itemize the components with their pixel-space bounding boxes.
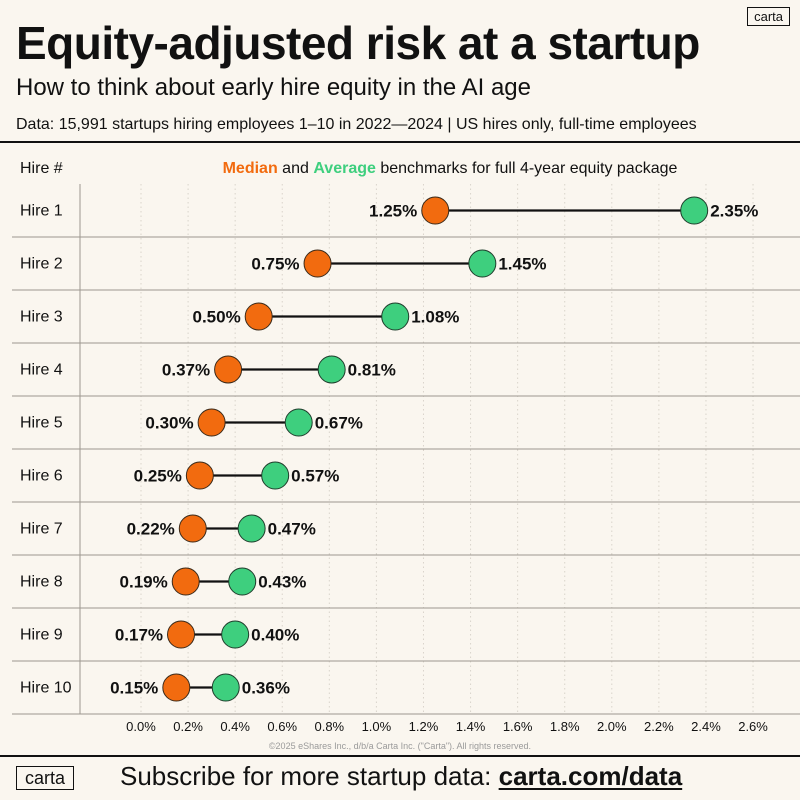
x-tick-label: 0.6% (267, 719, 297, 734)
footer-link[interactable]: carta.com/data (498, 761, 683, 791)
average-point (237, 514, 266, 543)
median-point (197, 408, 226, 437)
average-value-label: 0.40% (251, 626, 299, 645)
legend-suffix: benchmarks for full 4-year equity packag… (380, 160, 677, 177)
average-value-label: 0.43% (258, 573, 306, 592)
bottom-divider (0, 755, 800, 757)
row-label: Hire 9 (20, 627, 63, 644)
median-value-label: 0.75% (251, 255, 299, 274)
row-label: Hire 8 (20, 574, 63, 591)
x-tick-label: 1.8% (550, 719, 580, 734)
median-value-label: 1.25% (369, 202, 417, 221)
x-tick-label: 1.6% (503, 719, 533, 734)
page-title: Equity-adjusted risk at a startup (16, 17, 700, 69)
copyright-note: ©2025 eShares Inc., d/b/a Carta Inc. ("C… (269, 741, 531, 751)
average-value-label: 1.08% (411, 308, 459, 327)
average-point (261, 461, 290, 490)
row-label: Hire 3 (20, 309, 63, 326)
legend-average: Average (313, 160, 376, 177)
median-value-label: 0.17% (115, 626, 163, 645)
row-label: Hire 1 (20, 203, 63, 220)
median-value-label: 0.50% (192, 308, 240, 327)
median-point (171, 567, 200, 596)
row-label: Hire 5 (20, 415, 63, 432)
row-header: Hire # (20, 160, 63, 177)
carta-logo[interactable]: carta (747, 7, 790, 26)
top-divider (0, 141, 800, 143)
x-tick-label: 0.0% (126, 719, 156, 734)
x-tick-label: 0.8% (314, 719, 344, 734)
average-point (284, 408, 313, 437)
median-value-label: 0.15% (110, 679, 158, 698)
average-point (228, 567, 257, 596)
row-label: Hire 4 (20, 362, 63, 379)
median-value-label: 0.25% (134, 467, 182, 486)
median-point (421, 196, 450, 225)
average-point (680, 196, 709, 225)
x-tick-label: 2.4% (691, 719, 721, 734)
average-value-label: 0.47% (268, 520, 316, 539)
x-tick-label: 0.4% (220, 719, 250, 734)
average-value-label: 0.36% (242, 679, 290, 698)
legend-median: Median (223, 160, 278, 177)
average-value-label: 0.81% (348, 361, 396, 380)
median-point (167, 620, 196, 649)
average-value-label: 0.57% (291, 467, 339, 486)
footer-subscribe: Subscribe for more startup data: carta.c… (120, 761, 682, 792)
x-axis-ticks: 0.0% 0.2% 0.4% 0.6% 0.8% 1.0% 1.2% 1.4% 1.6% 1.8%… (126, 719, 768, 734)
rows-layer: Hire 1 1.25% 2.35% Hire 2 0.75% 1.45% Hire 3 0.… (12, 196, 800, 715)
row-label: Hire 10 (20, 680, 72, 697)
x-tick-label: 1.0% (362, 719, 392, 734)
median-point (303, 249, 332, 278)
median-value-label: 0.19% (120, 573, 168, 592)
x-tick-label: 1.2% (409, 719, 439, 734)
median-point (244, 302, 273, 331)
x-tick-label: 2.2% (644, 719, 674, 734)
median-value-label: 0.30% (145, 414, 193, 433)
average-value-label: 0.67% (315, 414, 363, 433)
median-point (178, 514, 207, 543)
x-tick-label: 2.0% (597, 719, 627, 734)
row-label: Hire 2 (20, 256, 63, 273)
legend-connector: and (282, 160, 309, 177)
row-label: Hire 6 (20, 468, 63, 485)
median-point (162, 673, 191, 702)
average-point (317, 355, 346, 384)
x-tick-label: 0.2% (173, 719, 203, 734)
x-tick-label: 2.6% (738, 719, 768, 734)
median-point (214, 355, 243, 384)
average-point (221, 620, 250, 649)
average-point (211, 673, 240, 702)
footer-carta-logo[interactable]: carta (16, 766, 75, 790)
chart-legend: Median and Average benchmarks for full 4… (223, 160, 678, 177)
median-value-label: 0.37% (162, 361, 210, 380)
footer-subscribe-text: Subscribe for more startup data: (120, 761, 492, 791)
data-source-note: Data: 15,991 startups hiring employees 1… (16, 116, 697, 133)
page-subtitle: How to think about early hire equity in … (16, 74, 531, 101)
average-point (468, 249, 497, 278)
median-value-label: 0.22% (127, 520, 175, 539)
median-point (185, 461, 214, 490)
average-value-label: 2.35% (710, 202, 758, 221)
average-point (381, 302, 410, 331)
row-label: Hire 7 (20, 521, 63, 538)
x-tick-label: 1.4% (456, 719, 486, 734)
average-value-label: 1.45% (498, 255, 546, 274)
